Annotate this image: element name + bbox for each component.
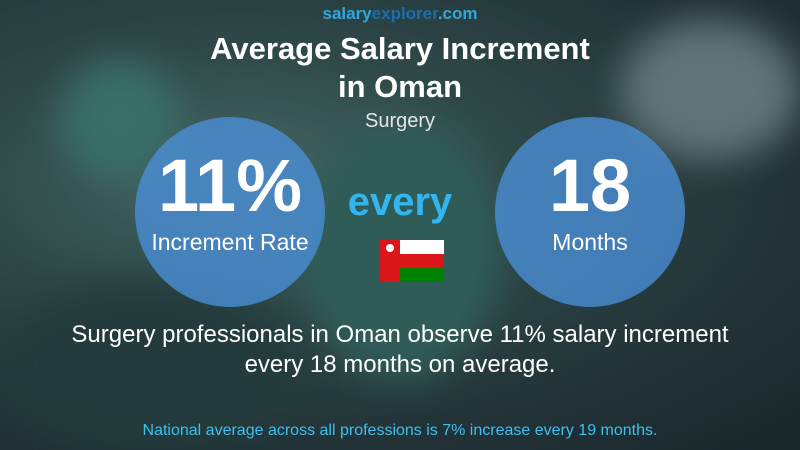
title-line: Average Salary Increment — [210, 31, 590, 66]
flag-hoist — [380, 240, 400, 282]
flag-emblem — [386, 244, 394, 252]
flag — [380, 240, 444, 282]
summary-line: every 18 months on average. — [244, 351, 556, 378]
rate-circle: 11% Increment Rate — [135, 117, 325, 307]
period-circle: 18 Months — [495, 117, 685, 307]
title-line: in Oman — [337, 69, 462, 104]
brand-part: salary — [322, 4, 372, 23]
connector: every — [347, 180, 453, 224]
rate-label: Increment Rate — [151, 229, 309, 255]
period-value: 18 — [548, 144, 632, 227]
brand: salaryexplorer.com — [0, 4, 800, 24]
subtitle: Surgery — [364, 110, 436, 132]
background-blob — [620, 20, 800, 160]
title: Average Salary Increment in Oman — [0, 30, 800, 106]
summary-line: Surgery professionals in Oman observe 11… — [71, 321, 729, 348]
footer: National average across all professions … — [142, 422, 658, 439]
rate-value: 11% — [157, 144, 303, 227]
brand-part: explorer — [371, 4, 438, 23]
period-label: Months — [552, 229, 628, 255]
brand-part: .com — [437, 4, 478, 23]
background-blob — [0, 280, 300, 450]
summary: Surgery professionals in Oman observe 11… — [0, 320, 800, 380]
